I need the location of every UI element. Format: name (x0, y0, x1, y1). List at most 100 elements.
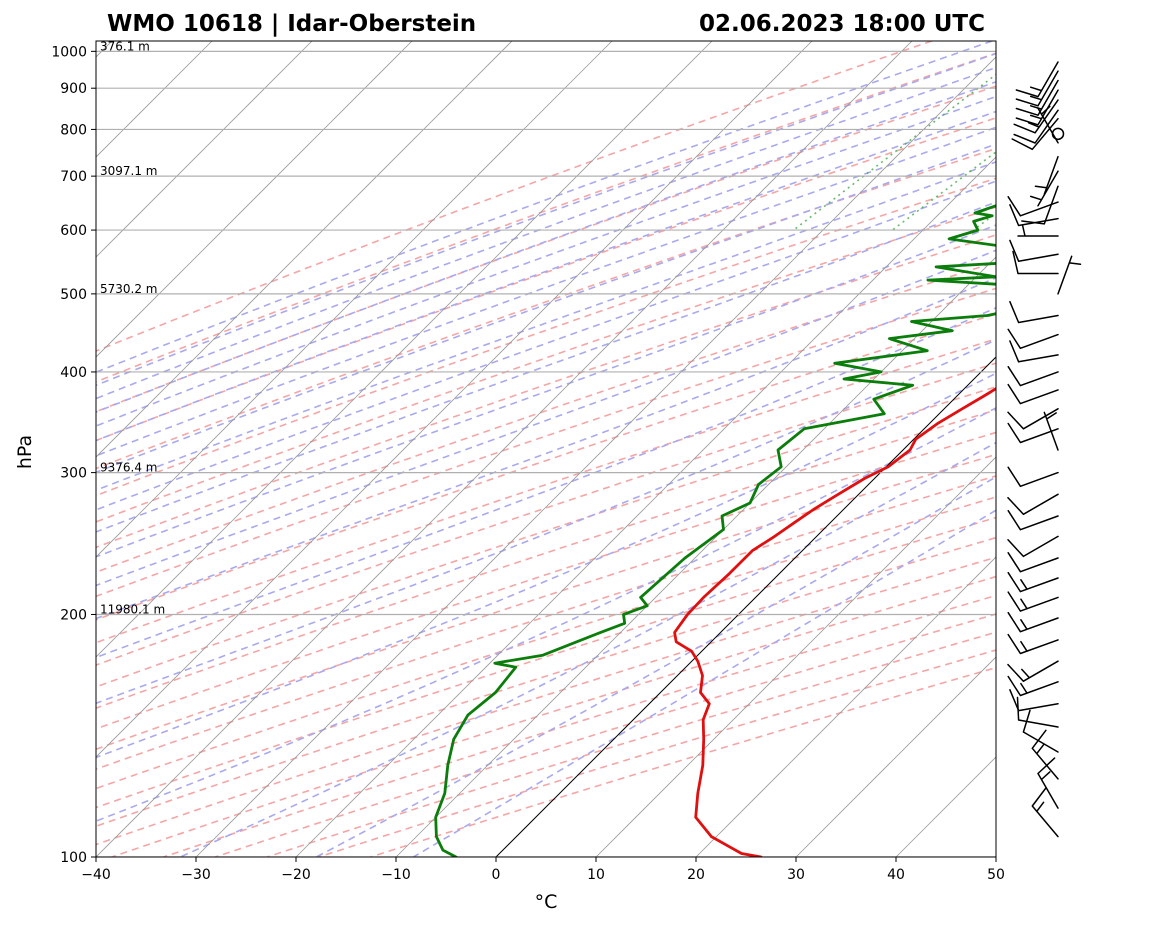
wind-barb (1022, 709, 1059, 753)
wind-barb (1015, 61, 1059, 98)
wind-barb (1007, 535, 1059, 558)
dry-adiabat (96, 85, 996, 413)
y-tick-label: 700 (60, 169, 87, 185)
wind-barb (1007, 675, 1059, 697)
wind-barb (1015, 79, 1059, 116)
wind-barb (1007, 591, 1059, 612)
height-label: 9376.4 m (100, 461, 158, 475)
wind-barb (1016, 696, 1059, 728)
dry-adiabats (96, 41, 996, 857)
moist-adiabat (96, 81, 996, 413)
y-tick-label: 1000 (51, 44, 87, 60)
moist-adiabat (96, 143, 996, 474)
y-axis-label: hPa (14, 435, 36, 469)
wind-barb (1007, 493, 1059, 516)
y-tick-label: 900 (60, 81, 87, 97)
x-axis-label: °C (535, 891, 558, 913)
dry-adiabat (111, 575, 996, 857)
dry-adiabat (96, 536, 996, 828)
height-label: 3097.1 m (100, 164, 158, 178)
wind-barb (1009, 300, 1059, 324)
wind-barb (1007, 196, 1059, 217)
moist-adiabat (96, 306, 996, 659)
isotherm (96, 41, 413, 358)
isotherm (595, 456, 996, 857)
moist-adiabat (412, 509, 996, 857)
wind-barb (1007, 633, 1059, 655)
dry-adiabat (96, 234, 996, 549)
y-axis-ticks: 100 200 300 400 500 600 700 800 900 1000 (51, 44, 96, 866)
dry-adiabat (96, 147, 996, 470)
y-tick-label: 200 (60, 607, 87, 623)
y-tick-label: 500 (60, 287, 87, 303)
dry-adiabat (96, 496, 996, 790)
temperature-profile (673, 386, 996, 857)
mixing-ratio-line (793, 73, 996, 231)
y-tick-label: 400 (60, 365, 87, 381)
x-tick-label: 20 (687, 867, 705, 883)
height-label: 11980.1 m (100, 602, 165, 616)
wind-barb (1007, 328, 1059, 350)
zero-isotherm (495, 356, 996, 857)
wind-barbs (1007, 61, 1082, 838)
isotherm (96, 41, 513, 458)
height-labels: 11980.1 m 9376.4 m 5730.2 m 3097.1 m 376.1 m (100, 39, 165, 616)
moist-adiabat (96, 249, 996, 587)
moist-adiabat (96, 338, 996, 705)
mixing-ratio-lines (793, 73, 996, 231)
y-tick-label: 600 (60, 223, 87, 239)
dry-adiabat (96, 313, 996, 621)
moist-adiabat (96, 41, 993, 374)
sounding-profiles (434, 204, 996, 857)
wind-barb (1034, 155, 1059, 196)
moist-adiabat (96, 276, 996, 620)
y-tick-label: 300 (60, 466, 87, 482)
wind-barb (1031, 787, 1059, 838)
moist-adiabat (96, 52, 996, 387)
plot-frame (95, 40, 997, 858)
dry-adiabat (96, 287, 996, 598)
wind-barb (1009, 340, 1059, 363)
wind-barb (1015, 70, 1059, 107)
wind-barb (1037, 105, 1059, 144)
y-tick-label: 800 (60, 122, 87, 138)
wind-barb (1007, 509, 1059, 531)
wind-barb (1009, 239, 1059, 262)
wind-barb (1043, 411, 1059, 451)
x-tick-label: 40 (887, 867, 905, 883)
dry-adiabat (96, 453, 996, 751)
wind-barb (1057, 255, 1082, 295)
dry-adiabat (96, 409, 996, 709)
wind-barb (1013, 99, 1059, 134)
isotherm (96, 41, 613, 558)
isotherm (195, 56, 996, 857)
dry-adiabat (318, 649, 996, 857)
height-label: 376.1 m (100, 39, 150, 53)
x-tick-label: 0 (492, 867, 501, 883)
dry-adiabat (214, 613, 996, 857)
plot-area (96, 41, 996, 857)
isotherm (395, 256, 996, 857)
wind-barb (1007, 365, 1059, 387)
chart-title-station: WMO 10618 | Idar-Oberstein (107, 11, 476, 37)
moist-adiabat (96, 66, 996, 400)
x-tick-label: −20 (281, 867, 311, 883)
wind-barb (1007, 408, 1059, 430)
x-tick-label: −30 (181, 867, 211, 883)
wind-barb (1007, 611, 1059, 633)
x-tick-label: −40 (81, 867, 111, 883)
wind-barb (1009, 689, 1059, 712)
pressure-gridlines (96, 50, 996, 857)
moist-adiabat (96, 224, 996, 558)
wind-barb (1007, 466, 1059, 488)
wind-barb (1031, 729, 1059, 780)
wind-barb (1017, 224, 1059, 237)
isotherm (96, 41, 713, 658)
wind-barb (1007, 383, 1059, 405)
chart-title-datetime: 02.06.2023 18:00 UTC (699, 11, 985, 37)
isotherm (96, 41, 313, 258)
isotherm (96, 41, 813, 758)
x-tick-label: −10 (381, 867, 411, 883)
moist-adiabat (96, 201, 996, 533)
